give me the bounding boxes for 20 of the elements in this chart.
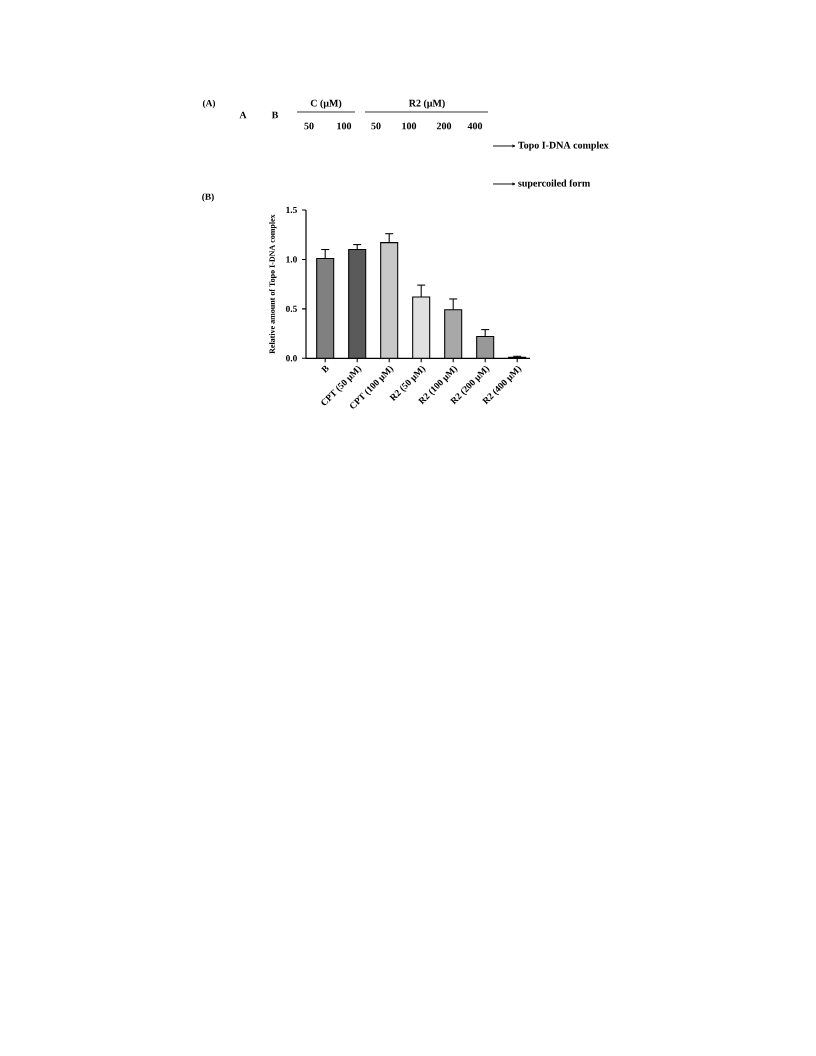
y-tick-label: 1.5 [286,206,297,214]
x-tick-label: B [320,365,329,374]
text: 50 [304,122,314,130]
text: Topo I-DNA complex [518,141,609,151]
y-tick-label: 1.0 [286,256,297,263]
text: 100 [402,122,417,130]
y-axis-title: Relative amount of Topo I-DNA complex [269,214,277,354]
text: R2 (μM) [408,99,445,109]
text: 100 [337,122,352,130]
text: A [239,111,247,119]
text: C (μM) [310,99,342,109]
text: supercoiled form [518,179,591,189]
text: B [271,111,279,119]
text: 50 [371,122,381,130]
y-tick-label: 0.5 [285,305,297,313]
text: (B) [202,193,214,202]
text: 400 [467,122,483,130]
text: (A) [202,99,216,109]
text: 200 [436,122,452,130]
y-tick-label: 0.0 [285,355,297,362]
